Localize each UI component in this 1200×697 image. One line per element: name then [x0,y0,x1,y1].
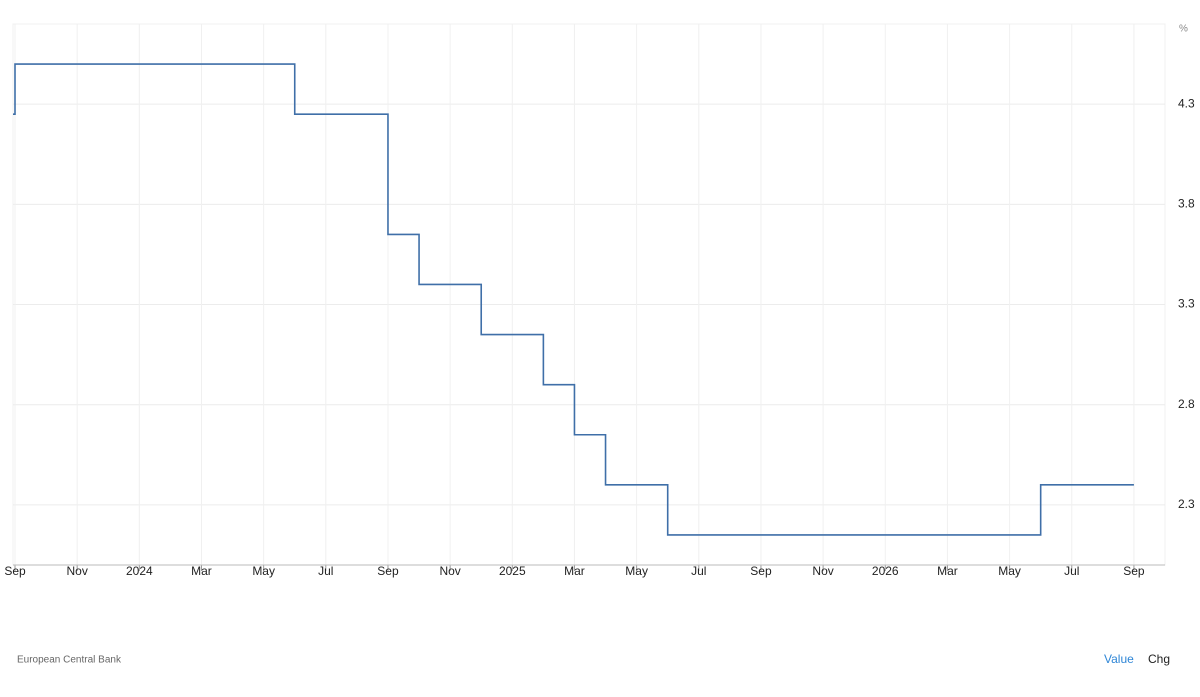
series [13,63,1134,536]
x-tick-label: May [252,564,275,578]
source: European Central Bank [17,655,122,666]
y-tick-label: 4.3 [1178,96,1195,110]
x-tick-label: Mar [191,564,212,578]
x-tick-label: Sep [1123,564,1145,578]
x-tick-label: 2025 [499,564,526,578]
chg-button[interactable]: Chg [1148,652,1170,666]
x-tick-label: Nov [439,564,460,578]
y-tick-label: 2.8 [1178,397,1195,411]
value-button[interactable]: Value [1104,652,1134,666]
x-tick-label: Nov [66,564,87,578]
x-tick-label: Mar [564,564,585,578]
data-line [13,63,1134,536]
y-tick-label: 2.3 [1178,497,1195,511]
x-tick-label: 2024 [126,564,153,578]
x-tick-label: Jul [691,564,706,578]
x-tick-label: May [998,564,1021,578]
x-tick-label: Sep [750,564,772,578]
x-tick-label: Jul [1064,564,1079,578]
x-tick-label: Nov [812,564,833,578]
plot-border [12,23,1166,566]
x-tick-label: Sep [377,564,399,578]
y-tick-label: 3.8 [1178,197,1195,211]
x-tick-label: Sep [4,564,26,578]
x-tick-label: 2026 [872,564,899,578]
y-unit: % [1179,24,1188,35]
x-tick-label: May [625,564,648,578]
x-tick-label: Jul [318,564,333,578]
y-tick-label: 3.3 [1178,297,1195,311]
x-tick-label: Mar [937,564,958,578]
